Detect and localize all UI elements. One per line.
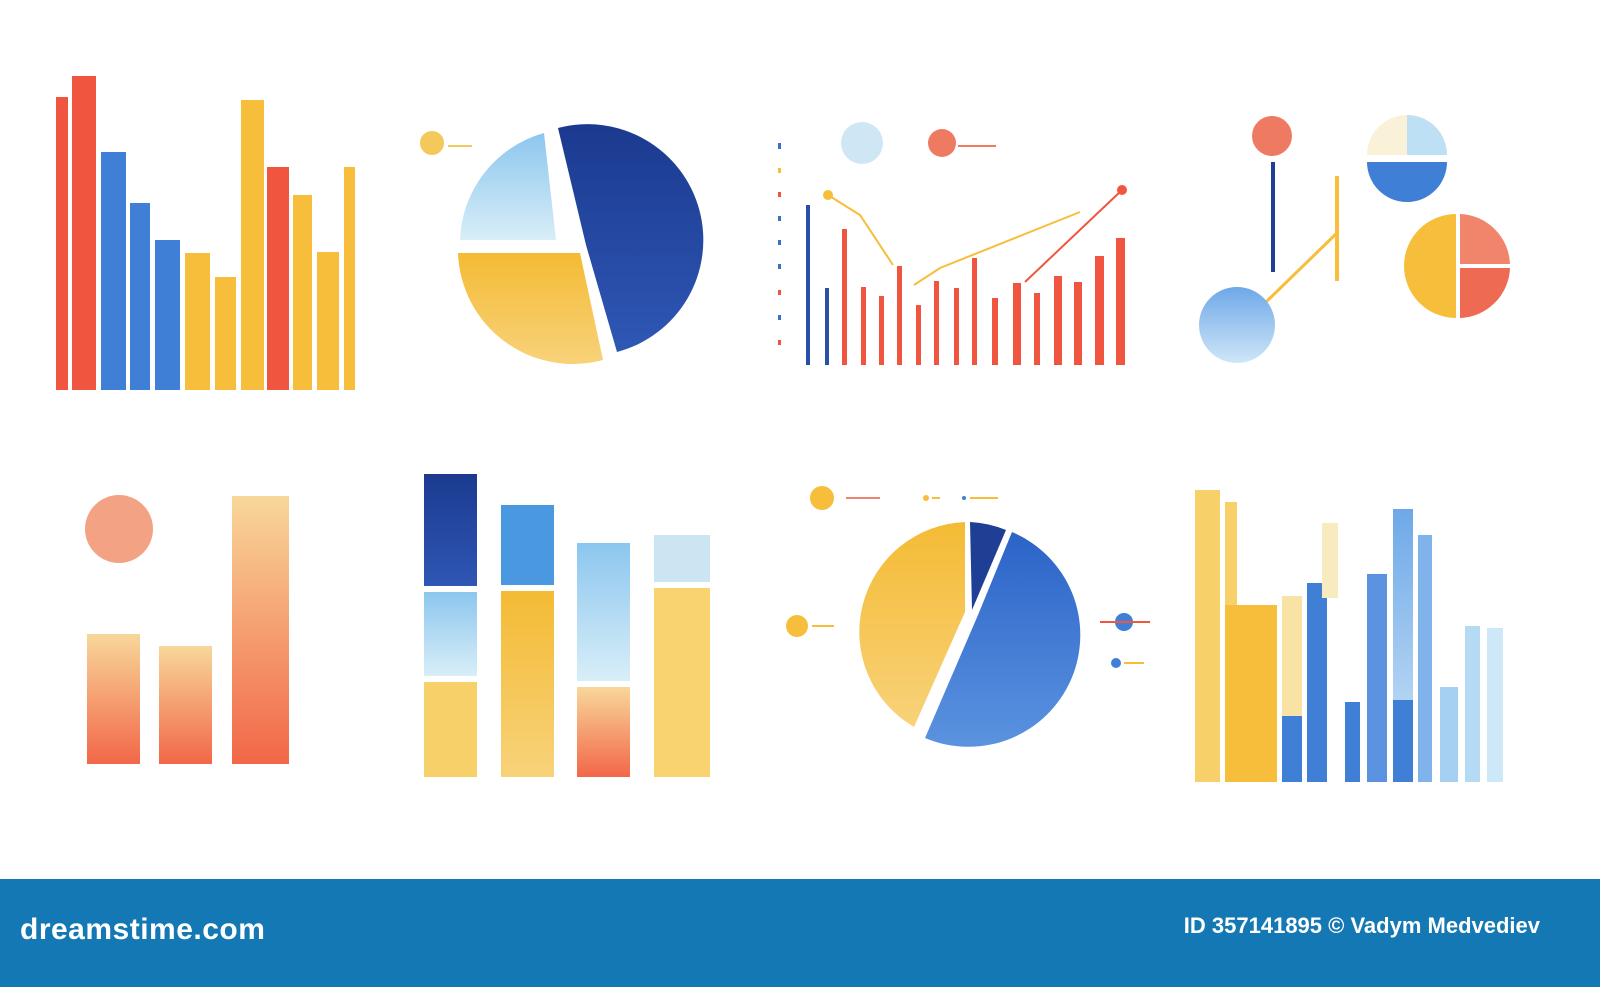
- brand-logo-text: dreamstime.com: [20, 913, 266, 946]
- pie-chart-2: [786, 486, 1150, 747]
- image-credit: ID 357141895 © Vadym Medvediev: [1183, 913, 1540, 938]
- chart-illustrations: [56, 76, 1510, 782]
- bar-chart-3: [1195, 490, 1503, 782]
- pie-chart-1: [420, 124, 704, 365]
- watermark-footer: dreamstime.com ID 357141895 © Vadym Medv…: [0, 879, 1600, 987]
- node-diagram: [1199, 115, 1510, 363]
- stacked-bar-chart: [424, 474, 710, 777]
- bar-line-chart: [778, 122, 1127, 365]
- bar-chart-1: [56, 76, 355, 390]
- bar-chart-2: [85, 495, 289, 764]
